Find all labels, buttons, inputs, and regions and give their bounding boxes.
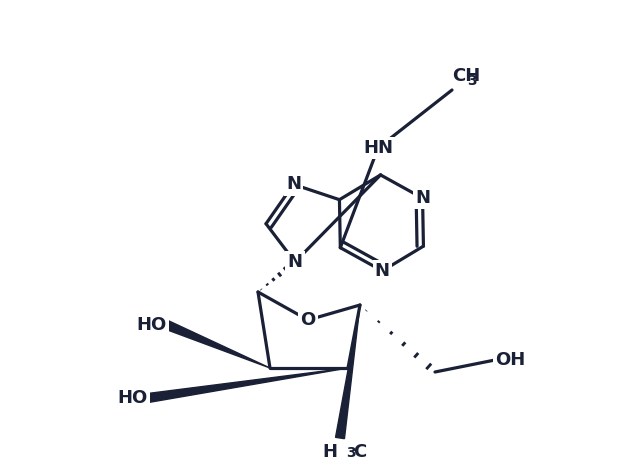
Text: OH: OH: [495, 351, 525, 369]
Text: N: N: [286, 175, 301, 193]
Polygon shape: [335, 305, 360, 439]
Polygon shape: [147, 368, 348, 402]
Text: H: H: [322, 443, 337, 461]
Text: HO: HO: [137, 316, 167, 334]
Text: N: N: [415, 189, 430, 207]
Text: O: O: [300, 311, 316, 329]
Text: N: N: [375, 262, 390, 280]
Text: C: C: [353, 443, 367, 461]
Text: 3: 3: [346, 446, 356, 460]
Text: HO: HO: [118, 389, 148, 407]
Polygon shape: [165, 321, 270, 368]
Text: 3: 3: [467, 74, 477, 88]
Text: N: N: [287, 253, 303, 271]
Text: HN: HN: [363, 139, 393, 157]
Text: CH: CH: [452, 67, 480, 85]
